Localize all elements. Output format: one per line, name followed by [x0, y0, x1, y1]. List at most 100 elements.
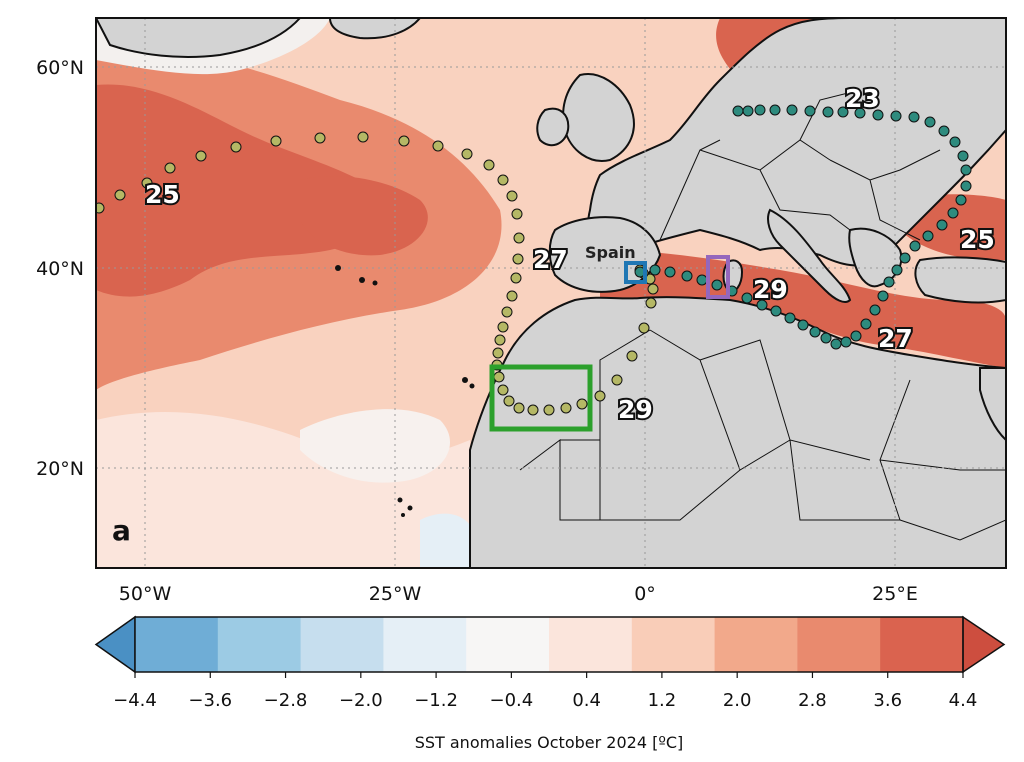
purple-region-box: [706, 255, 730, 299]
mediterranean-track-point: [649, 264, 661, 276]
mediterranean-track-point: [877, 290, 889, 302]
colorbar-segment: [135, 617, 219, 672]
atlantic-track-point: [483, 159, 495, 171]
atlantic-track-point: [503, 395, 515, 407]
gridlines: [96, 18, 1006, 568]
mediterranean-track-point: [711, 279, 723, 291]
mediterranean-track-point: [957, 150, 969, 162]
colorbar-tick-label: 2.0: [723, 690, 752, 711]
africa-landmass: [469, 296, 1006, 568]
colorbar-tick-label: −3.6: [188, 690, 232, 711]
mediterranean-track-point: [664, 266, 676, 278]
sst-label-25-atlantic: 25: [145, 180, 180, 209]
mediterranean-track-point: [850, 330, 862, 342]
strong-anomaly-northwest: [96, 84, 377, 297]
atlantic-track-point: [513, 232, 525, 244]
panel-label: a: [112, 514, 131, 547]
atlantic-track-point: [492, 347, 504, 359]
sst-label-25-blacksea: 25: [960, 225, 995, 254]
mediterranean-track-point: [784, 312, 796, 324]
atlantic-track-point: [270, 135, 282, 147]
sst-label-27-iberia: 27: [533, 245, 568, 274]
lon-tick-25w: 25°W: [369, 583, 422, 605]
atlantic-track-point: [398, 135, 410, 147]
colorbar-tick-label: −4.4: [113, 690, 157, 711]
colorbar-tick-label: −2.0: [339, 690, 383, 711]
strong-anomaly-patch: [300, 176, 428, 256]
lat-tick-40n: 40°N: [36, 258, 84, 280]
atlantic-track-point: [576, 398, 588, 410]
iceland-landmass: [328, 18, 422, 40]
balkans-landmass: [848, 227, 903, 288]
sst-label-29-mediterranean: 29: [753, 275, 788, 304]
atlantic-track-point: [195, 150, 207, 162]
atlantic-track-point: [511, 208, 523, 220]
atlantic-track-point: [494, 334, 506, 346]
atlantic-track-point: [497, 174, 509, 186]
colorbar-segment: [383, 617, 467, 672]
colorbar-tick-label: 0.4: [572, 690, 601, 711]
green-region-box: [489, 364, 593, 432]
atlantic-track-point: [638, 322, 650, 334]
colorbar-tick-label: 1.2: [648, 690, 677, 711]
mediterranean-track-point: [681, 270, 693, 282]
colorbar-frame: [134, 616, 964, 673]
atlantic-track-point: [560, 402, 572, 414]
atlantic-track-point: [594, 390, 606, 402]
mediterranean-track-point: [732, 105, 744, 117]
mediterranean-track-point: [804, 105, 816, 117]
colorbar-segment: [880, 617, 964, 672]
colorbar-segment: [797, 617, 881, 672]
cool-anomaly-patch: [420, 513, 470, 568]
colorbar-segment: [217, 617, 302, 672]
turkey-landmass: [914, 256, 1006, 304]
atlantic-track-point: [506, 190, 518, 202]
colorbar-tick-label: −1.2: [414, 690, 458, 711]
colorbar-extension-right: [962, 615, 1006, 674]
map-frame: [95, 17, 1007, 569]
mediterranean-track-point: [949, 136, 961, 148]
colorbar-segment: [714, 617, 798, 672]
mediterranean-track-point: [854, 107, 866, 119]
colorbar-title: SST anomalies October 2024 [ºC]: [415, 733, 684, 752]
mediterranean-track-point: [938, 125, 950, 137]
atlantic-track-point: [357, 131, 369, 143]
atlantic-track-point: [497, 384, 509, 396]
greenland-landmass: [96, 18, 302, 58]
atlantic-track-point: [512, 253, 524, 265]
atlantic-track-point: [314, 132, 326, 144]
atlantic-track-point: [96, 202, 105, 214]
mediterranean-track-point: [890, 110, 902, 122]
mediterranean-track-point: [820, 332, 832, 344]
mediterranean-track-point: [960, 164, 972, 176]
atlantic-track-point: [432, 140, 444, 152]
colorbar-extension-left: [94, 615, 136, 674]
mediterranean-track-point: [769, 104, 781, 116]
neutral-anomaly-patch-2: [300, 409, 450, 483]
lon-tick-25e: 25°E: [872, 583, 918, 605]
sst-label-23-baltic: 23: [845, 84, 880, 113]
map-panel: Spain 25 27 29 23 25 29 27 a: [96, 18, 1006, 568]
atlantic-track-point: [647, 283, 659, 295]
colorbar-tick-label: 3.6: [873, 690, 902, 711]
mediterranean-track-point: [960, 180, 972, 192]
mediterranean-track-point: [869, 304, 881, 316]
mediterranean-track-point: [830, 338, 842, 350]
atlantic-track-point: [506, 290, 518, 302]
atlantic-track-point: [461, 148, 473, 160]
atlantic-track-point: [493, 371, 505, 383]
mediterranean-track-point: [909, 240, 921, 252]
mediterranean-track-point: [872, 109, 884, 121]
mediterranean-track-point: [883, 276, 895, 288]
atlantic-track-point: [626, 350, 638, 362]
atlantic-track-point: [527, 404, 539, 416]
mediterranean-track: [634, 104, 972, 350]
mediterranean-track-point: [899, 252, 911, 264]
mediterranean-track-point: [908, 111, 920, 123]
colorbar-tick-label: −2.8: [264, 690, 308, 711]
colorbar-segment: [466, 617, 550, 672]
blue-region-box: [624, 261, 647, 284]
atlantic-track-point: [611, 374, 623, 386]
colorbar-segment: [300, 617, 384, 672]
